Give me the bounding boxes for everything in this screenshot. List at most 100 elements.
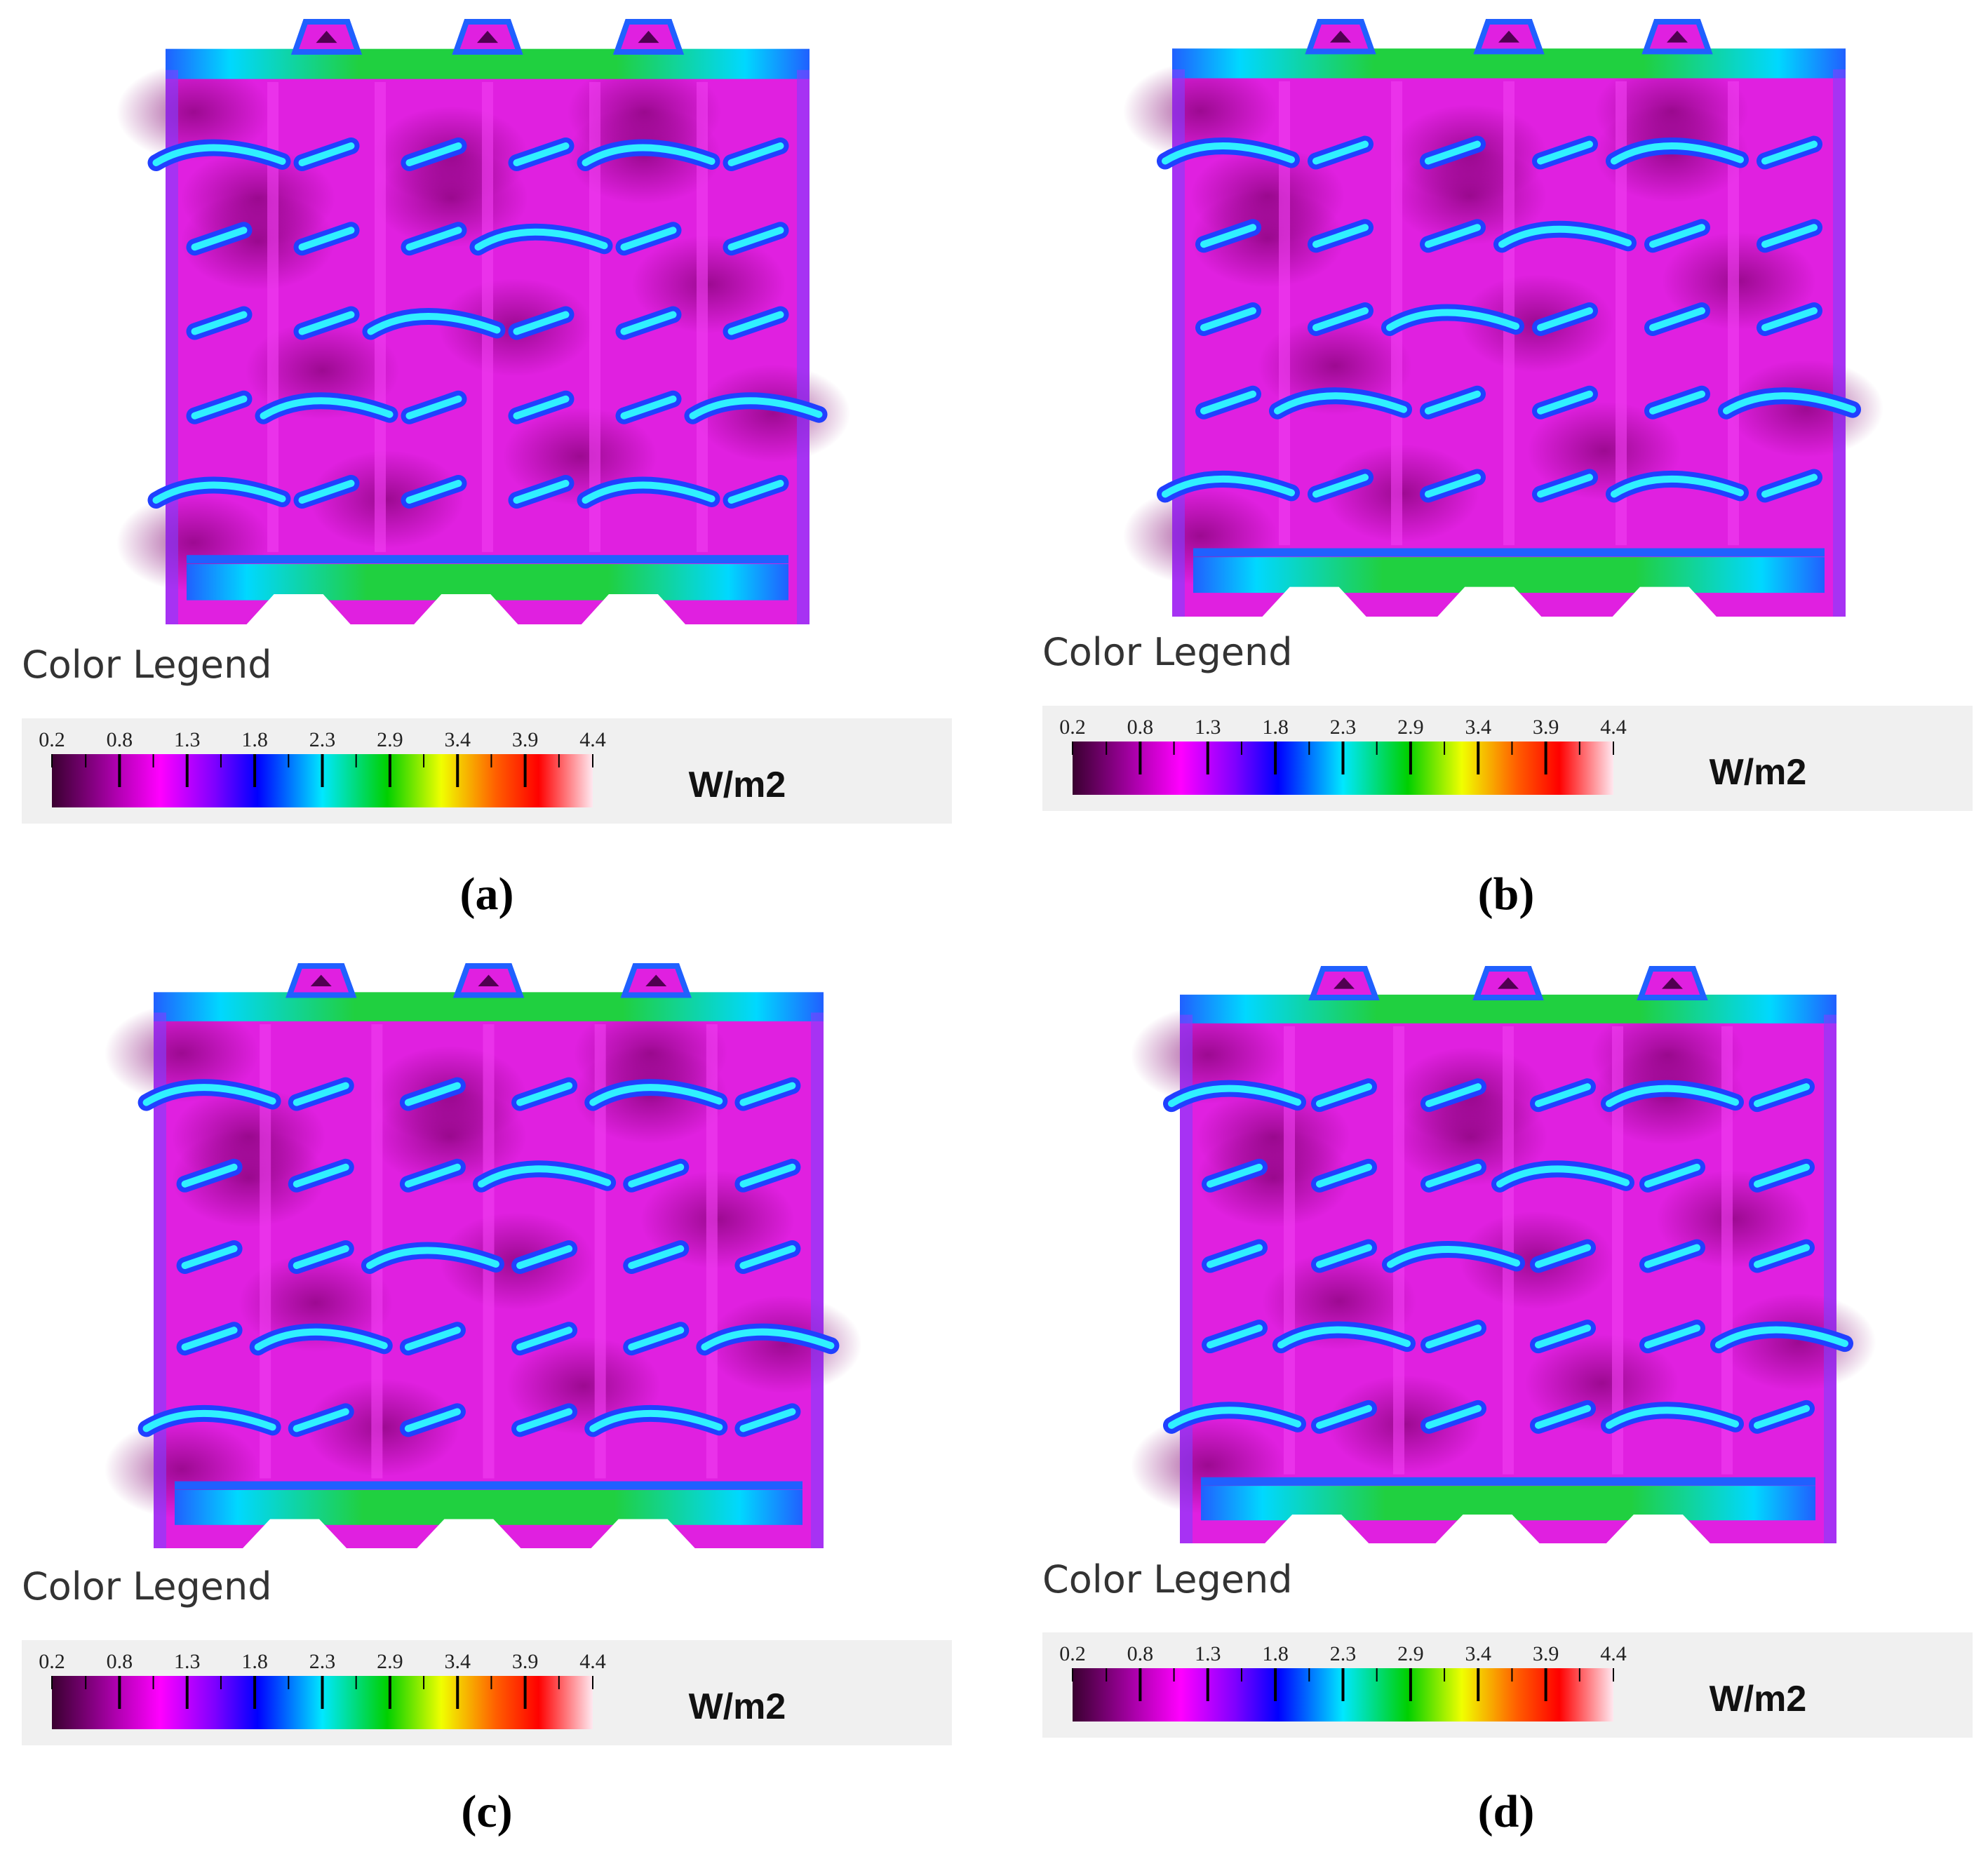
heatmap-streak <box>1611 142 1744 165</box>
heatmap-streak <box>1535 1404 1591 1429</box>
heatmap-streak <box>1723 392 1856 415</box>
heatmap-streak <box>1277 1326 1411 1349</box>
heatmap-bottom-line <box>175 1481 802 1490</box>
heatmap-streak <box>404 1408 461 1432</box>
scale-label: 3.4 <box>445 728 471 751</box>
heatmap-streak <box>152 481 286 504</box>
heatmap-edge <box>1833 69 1846 617</box>
heatmap-streak <box>1425 140 1481 165</box>
heatmap-streak <box>1162 142 1295 165</box>
heatmap-shade <box>1594 62 1749 161</box>
legend-unit: W/m2 <box>689 765 786 805</box>
heatmap-streak <box>1168 1407 1301 1429</box>
legend: 0.2 0.8 1.3 1.8 2.3 2.9 3.4 3.9 4.4 W/m2 <box>1042 1632 1973 1738</box>
heatmap-streak <box>298 142 355 166</box>
heatmap-streak <box>739 1082 796 1106</box>
heatmap-shade <box>180 149 335 248</box>
heatmap-stripe <box>483 1024 495 1479</box>
heatmap-streak <box>1168 1085 1301 1108</box>
heatmap-tab-core <box>316 30 337 43</box>
legend: 0.2 0.8 1.3 1.8 2.3 2.9 3.4 3.9 4.4 W/m2 <box>1042 706 1973 811</box>
heatmap-tab-core <box>1334 977 1355 989</box>
heatmap-stripe <box>1616 81 1627 546</box>
scale-label: 1.8 <box>241 1650 268 1673</box>
legend-unit: W/m2 <box>1710 752 1807 793</box>
heatmap-streak <box>739 1163 796 1188</box>
heatmap-streak <box>1425 390 1481 415</box>
heatmap-stripe <box>594 1024 606 1479</box>
panel-caption: (a) <box>460 868 514 920</box>
heatmap-streak <box>1611 475 1744 498</box>
heatmap-tab-core <box>310 974 332 987</box>
heatmap-shade <box>305 1378 460 1477</box>
scale-label: 3.9 <box>512 728 539 751</box>
scale-label: 0.8 <box>107 1650 133 1673</box>
heatmap-shade <box>1131 1005 1285 1104</box>
scale-label: 0.2 <box>1059 1642 1086 1665</box>
heatmap <box>105 963 862 1549</box>
heatmap-stripe <box>267 81 278 552</box>
heatmap-stripe <box>1503 1026 1514 1475</box>
heatmap-shade <box>696 364 851 463</box>
heatmap-streak <box>404 1163 461 1188</box>
heatmap-stripe <box>371 1024 383 1479</box>
heatmap-streak <box>1537 140 1593 165</box>
heatmap-streak <box>142 1409 276 1432</box>
scale-label: 3.9 <box>512 1650 539 1673</box>
heatmap-streak <box>298 480 355 504</box>
scale-label: 2.3 <box>1330 716 1357 739</box>
heatmap-streak <box>1537 390 1593 415</box>
scale-label: 3.4 <box>1465 1642 1492 1665</box>
heatmap-streak <box>1207 1324 1263 1349</box>
heatmap-streak <box>1386 309 1519 331</box>
heatmap-streak <box>1316 1404 1372 1429</box>
heatmap-streak <box>513 142 570 166</box>
scale-label: 2.9 <box>377 728 403 751</box>
scale-label: 3.9 <box>1533 1642 1559 1665</box>
heatmap-streak <box>293 1408 349 1432</box>
heatmap-streak <box>689 397 823 420</box>
legend-unit: W/m2 <box>1710 1679 1807 1719</box>
heatmap-streak <box>1535 1324 1591 1349</box>
heatmap-stripe <box>697 81 708 552</box>
heatmap-streak <box>142 1084 276 1106</box>
heatmap-streak <box>513 480 570 504</box>
heatmap-streak <box>1312 140 1369 165</box>
heatmap <box>1123 19 1883 617</box>
heatmap-streak <box>1761 224 1818 248</box>
heatmap-streak <box>1761 474 1818 498</box>
heatmap-shade <box>171 1087 326 1186</box>
heatmap-streak <box>727 480 784 504</box>
heatmap-notch <box>1605 1515 1711 1544</box>
heatmap-streak <box>1200 307 1256 331</box>
heatmap-streak <box>1425 474 1481 498</box>
heatmap-streak <box>1387 1246 1520 1268</box>
heatmap-bottom-band <box>187 564 788 600</box>
heatmap-tab-core <box>1667 30 1688 43</box>
heatmap-streak <box>1425 1163 1482 1188</box>
heatmap-stripe <box>1391 81 1402 546</box>
heatmap-streak <box>513 395 570 420</box>
heatmap-streak <box>1761 140 1818 165</box>
scale-label: 2.3 <box>1330 1642 1357 1665</box>
heatmap-streak <box>1312 307 1369 331</box>
heatmap-streak <box>727 311 784 335</box>
heatmap-streak <box>1425 1404 1482 1429</box>
scale-label: 4.4 <box>579 728 606 751</box>
scale-label: 3.4 <box>445 1650 471 1673</box>
heatmap-streak <box>1754 1163 1810 1188</box>
scale-label: 2.9 <box>1397 716 1424 739</box>
heatmap-notch <box>580 594 686 625</box>
heatmap-shade <box>239 1254 393 1353</box>
heatmap-shade <box>1258 316 1412 415</box>
heatmap-streak <box>1425 224 1481 248</box>
heatmap-streak <box>1274 392 1407 415</box>
heatmap-streak <box>1715 1326 1848 1349</box>
heatmap-streak <box>620 311 677 335</box>
heatmap-streak <box>739 1408 796 1432</box>
scale-label: 0.8 <box>1127 1642 1154 1665</box>
scale-label: 3.9 <box>1533 716 1559 739</box>
heatmap-streak <box>1644 1163 1700 1188</box>
heatmap-streak <box>582 481 716 504</box>
